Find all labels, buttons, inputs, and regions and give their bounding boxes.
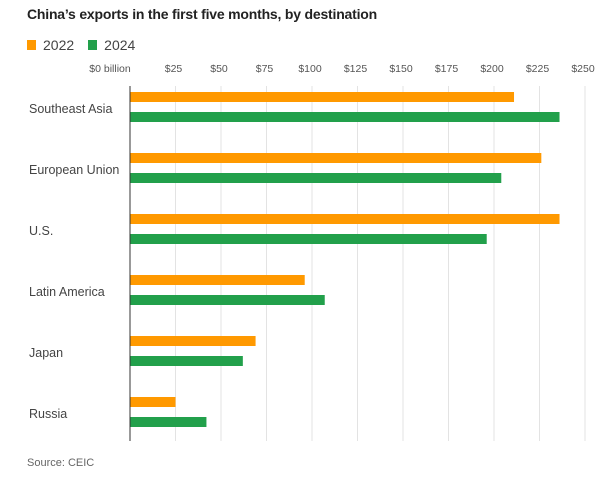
legend: 2022 2024: [27, 37, 149, 53]
x-tick-label-25: $25: [165, 63, 183, 75]
chart-title: China’s exports in the first five months…: [27, 6, 377, 22]
bar-russia-2024: [130, 417, 207, 427]
bar-japan-2022: [130, 336, 256, 346]
category-label: European Union: [29, 163, 119, 177]
bar-russia-2022: [130, 397, 176, 407]
x-tick-labels: $0 billion $25 $50 $75 $100 $125 $150 $175 $200 $…: [89, 63, 595, 75]
bar-southeast-asia-2024: [130, 112, 560, 122]
x-tick-label-0: $0 billion: [89, 63, 131, 75]
x-tick-label-225: $225: [526, 63, 550, 75]
x-tick-label-250: $250: [571, 63, 595, 75]
x-tick-label-50: $50: [210, 63, 228, 75]
category-labels: Southeast Asia European Union U.S. Latin Am…: [29, 102, 119, 421]
x-tick-label-125: $125: [344, 63, 368, 75]
category-label: Latin America: [29, 285, 105, 299]
legend-swatch-2022: [27, 40, 36, 50]
x-tick-label-150: $150: [389, 63, 413, 75]
bar-southeast-asia-2022: [130, 92, 515, 102]
bar-european-union-2022: [130, 153, 542, 163]
category-label: Southeast Asia: [29, 102, 112, 116]
category-label: Russia: [29, 407, 67, 421]
category-label: U.S.: [29, 224, 53, 238]
category-label: Japan: [29, 346, 63, 360]
bar-latin-america-2024: [130, 295, 325, 305]
bar-u-s-2024: [130, 234, 487, 244]
bar-u-s-2022: [130, 214, 560, 224]
bar-latin-america-2022: [130, 275, 305, 285]
x-tick-label-75: $75: [256, 63, 274, 75]
x-tick-label-100: $100: [298, 63, 322, 75]
x-tick-label-200: $200: [480, 63, 504, 75]
bar-japan-2024: [130, 356, 243, 366]
legend-label-2024: 2024: [104, 37, 136, 53]
legend-item-2024: 2024: [88, 37, 135, 53]
legend-item-2022: 2022: [27, 37, 74, 53]
legend-swatch-2024: [88, 40, 98, 50]
gridlines: [175, 86, 586, 441]
bars: [130, 92, 560, 427]
legend-label-2022: 2022: [43, 37, 75, 53]
source-note: Source: CEIC: [27, 457, 95, 469]
bar-european-union-2024: [130, 173, 502, 183]
x-tick-label-175: $175: [435, 63, 459, 75]
